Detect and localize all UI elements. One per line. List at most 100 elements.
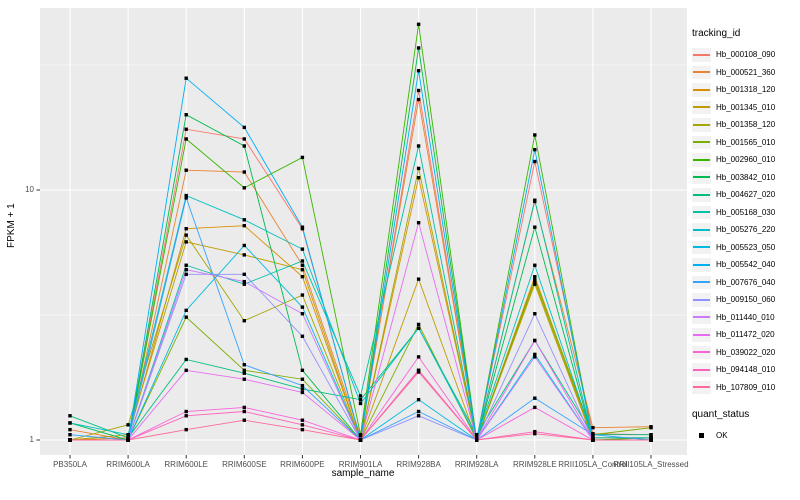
legend-label: Hb_004627_020 bbox=[716, 190, 776, 200]
data-point bbox=[533, 279, 537, 284]
data-point bbox=[126, 423, 130, 427]
data-point bbox=[649, 433, 653, 437]
data-point bbox=[184, 127, 188, 131]
data-point bbox=[242, 253, 246, 257]
legend-key-line-icon bbox=[692, 100, 711, 114]
data-point bbox=[300, 368, 305, 373]
y-axis-title: FPKM + 1 bbox=[6, 203, 17, 248]
legend-label: Hb_007676_040 bbox=[716, 277, 776, 287]
data-point bbox=[242, 170, 246, 174]
data-point bbox=[184, 137, 188, 141]
legend-key-line-icon bbox=[692, 310, 711, 324]
data-point bbox=[416, 69, 421, 73]
legend-item: Hb_005276_220 bbox=[692, 221, 798, 239]
data-point bbox=[68, 421, 72, 425]
data-point bbox=[416, 409, 421, 414]
data-point bbox=[300, 225, 305, 229]
data-point bbox=[300, 155, 305, 160]
legend-label: Hb_009150_060 bbox=[716, 295, 776, 305]
x-tick-label: RRIM901LA bbox=[338, 459, 383, 469]
legend-label: Hb_003842_010 bbox=[716, 172, 776, 182]
legend-key-line-icon bbox=[692, 135, 711, 149]
legend-label: Hb_005523_050 bbox=[716, 242, 776, 252]
legend-label: Hb_000108_090 bbox=[716, 50, 776, 60]
legend-key-line-icon bbox=[692, 240, 711, 254]
legend-label: Hb_005276_220 bbox=[716, 225, 776, 235]
data-point bbox=[184, 315, 188, 319]
data-point bbox=[533, 282, 537, 286]
data-point bbox=[300, 390, 305, 395]
data-point bbox=[242, 368, 246, 373]
data-point bbox=[242, 137, 246, 141]
legend-label: Hb_107809_010 bbox=[716, 382, 776, 392]
data-point bbox=[184, 357, 188, 362]
legend-key-line-icon bbox=[692, 83, 711, 97]
data-point bbox=[242, 272, 246, 277]
data-point bbox=[591, 438, 595, 442]
data-point bbox=[242, 223, 246, 228]
legend-item: Hb_005523_050 bbox=[692, 239, 798, 257]
data-point bbox=[126, 436, 130, 440]
legend-item: Hb_005542_040 bbox=[692, 256, 798, 274]
legend-label: OK bbox=[716, 431, 728, 441]
data-point bbox=[300, 293, 305, 297]
data-point bbox=[68, 427, 72, 432]
legend-key-line-icon bbox=[692, 328, 711, 342]
legend-label: Hb_002960_010 bbox=[716, 155, 776, 165]
data-point bbox=[533, 312, 537, 316]
data-point bbox=[416, 355, 421, 359]
legend-item: Hb_002960_010 bbox=[692, 151, 798, 169]
legend-item: Hb_001345_010 bbox=[692, 99, 798, 117]
data-point bbox=[416, 46, 421, 50]
data-point bbox=[242, 319, 246, 323]
legend-item: Hb_011440_010 bbox=[692, 309, 798, 327]
data-point bbox=[184, 427, 188, 432]
data-point bbox=[649, 436, 653, 440]
legend-key-line-icon bbox=[692, 380, 711, 394]
x-tick-label: RRIM600LE bbox=[164, 459, 208, 469]
legend-item: Hb_001358_120 bbox=[692, 116, 798, 134]
data-point bbox=[649, 438, 653, 442]
legend-key-line-icon bbox=[692, 363, 711, 377]
data-point bbox=[300, 418, 305, 422]
data-point bbox=[416, 322, 421, 327]
data-point bbox=[184, 414, 188, 418]
data-point bbox=[533, 263, 537, 267]
data-point bbox=[300, 247, 305, 251]
data-point bbox=[358, 433, 363, 437]
data-point bbox=[68, 438, 72, 442]
data-point bbox=[533, 431, 537, 436]
data-point bbox=[300, 263, 305, 267]
data-point bbox=[416, 397, 421, 402]
x-tick-label: RRIM928BA bbox=[396, 459, 441, 469]
legend: tracking_id Hb_000108_090 Hb_000521_360 Hb… bbox=[692, 28, 798, 445]
data-point bbox=[184, 233, 188, 237]
data-point bbox=[358, 397, 363, 402]
data-point bbox=[416, 144, 421, 148]
data-point bbox=[184, 368, 188, 373]
data-point bbox=[300, 377, 305, 381]
legend-item: Hb_003842_010 bbox=[692, 169, 798, 187]
legend-label: Hb_011440_010 bbox=[716, 312, 775, 322]
data-point bbox=[533, 352, 537, 357]
legend-label: Hb_000521_360 bbox=[716, 67, 776, 77]
legend-label: Hb_094148_010 bbox=[716, 365, 776, 375]
data-point bbox=[475, 433, 479, 437]
data-point bbox=[416, 368, 421, 373]
data-point bbox=[242, 186, 246, 190]
data-point bbox=[242, 377, 246, 381]
data-point bbox=[300, 312, 305, 316]
legend-item-ok: OK bbox=[692, 427, 798, 445]
data-point bbox=[358, 401, 363, 406]
data-point bbox=[68, 414, 72, 418]
data-point bbox=[416, 97, 421, 102]
y-tick-label: 1 bbox=[29, 435, 34, 444]
legend-key-line-icon bbox=[692, 188, 711, 202]
x-tick-label: RRIM928LE bbox=[513, 459, 557, 469]
data-point bbox=[591, 425, 595, 430]
x-tick-label: RRII105LA_Stressed bbox=[613, 459, 689, 469]
data-point bbox=[300, 267, 305, 272]
data-point bbox=[300, 383, 305, 388]
data-point bbox=[184, 196, 188, 200]
